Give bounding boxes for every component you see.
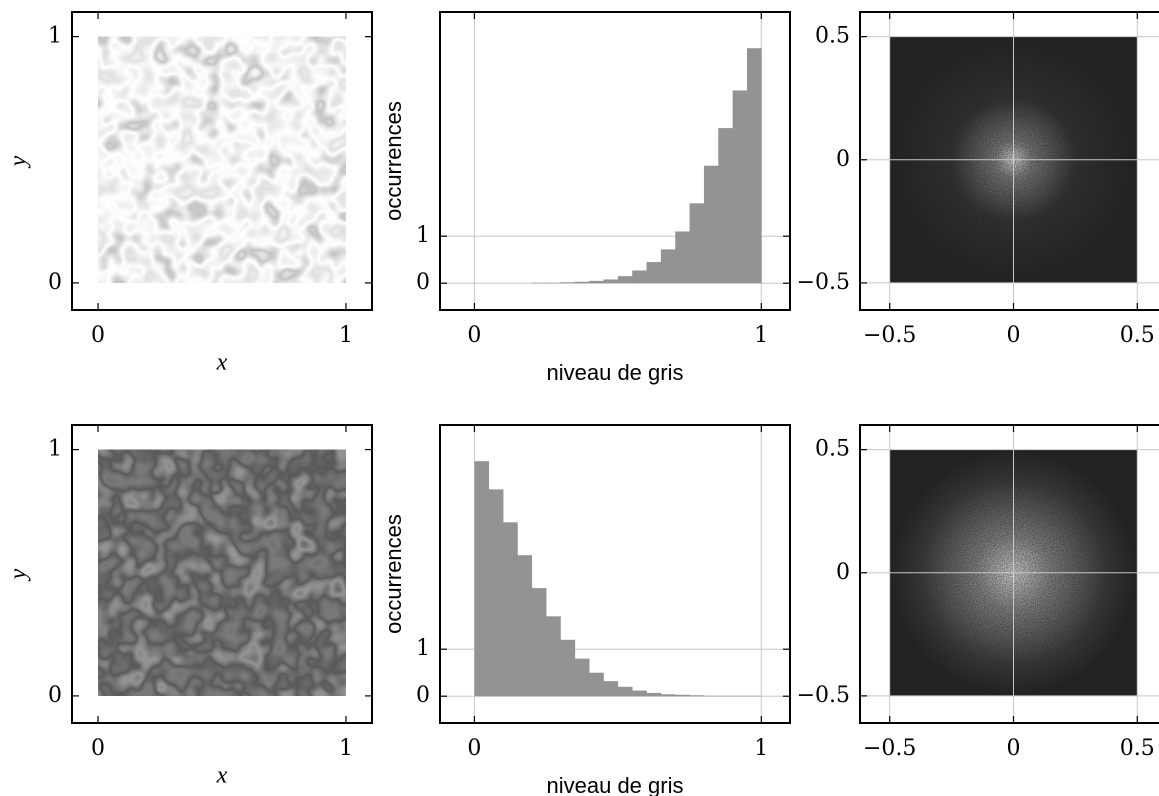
x-axis-label: niveau de gris xyxy=(547,773,684,796)
bar xyxy=(689,695,705,697)
bar xyxy=(703,165,719,284)
x-tick-label: 0 xyxy=(91,736,105,761)
bar xyxy=(632,690,647,697)
image xyxy=(98,449,346,696)
y-tick-label: 0 xyxy=(836,147,850,172)
bar xyxy=(603,279,619,284)
x-tick-label: 1 xyxy=(339,736,353,761)
bar xyxy=(589,280,604,284)
image xyxy=(98,36,346,283)
y-axis-label: occurrences xyxy=(381,514,406,634)
bar xyxy=(718,128,733,284)
y-tick-label: 1 xyxy=(416,223,430,248)
bar xyxy=(646,692,662,697)
y-tick-label: 0 xyxy=(48,683,62,708)
axis-frame xyxy=(71,11,373,311)
x-axis-label: niveau de gris xyxy=(547,360,684,385)
axis-frame xyxy=(71,424,373,724)
y-axis-label: occurrences xyxy=(381,101,406,221)
bar xyxy=(632,270,647,284)
bar xyxy=(503,522,518,697)
x-tick-label: 0 xyxy=(467,736,481,761)
bar xyxy=(546,616,561,697)
x-tick-label: 1 xyxy=(754,736,768,761)
x-tick-label: 0.5 xyxy=(1120,736,1155,761)
bar xyxy=(689,203,705,284)
bar xyxy=(531,588,547,697)
axis-frame xyxy=(439,424,791,724)
y-axis-label: y xyxy=(6,155,32,168)
bar xyxy=(560,282,576,284)
x-tick-label: −0.5 xyxy=(863,323,916,348)
y-tick-label: 1 xyxy=(48,24,62,49)
y-tick-label: 0.5 xyxy=(815,437,850,462)
x-tick-label: 1 xyxy=(339,323,353,348)
bar xyxy=(660,694,676,697)
bar xyxy=(617,276,633,284)
x-tick-label: 1 xyxy=(754,323,768,348)
x-axis-label: x xyxy=(216,763,228,789)
y-tick-label: 1 xyxy=(48,437,62,462)
bar xyxy=(574,281,590,284)
x-tick-label: 0 xyxy=(1007,736,1021,761)
bar xyxy=(603,681,619,697)
bar xyxy=(675,694,690,697)
axis-frame xyxy=(439,11,791,311)
x-tick-label: −0.5 xyxy=(863,736,916,761)
y-tick-label: −0.5 xyxy=(797,683,850,708)
bar xyxy=(517,555,533,697)
bar xyxy=(589,672,604,697)
bar xyxy=(474,461,490,697)
y-tick-label: 0 xyxy=(48,270,62,295)
bar xyxy=(646,262,662,284)
bar xyxy=(660,249,676,284)
bar xyxy=(675,231,690,284)
x-tick-label: 0.5 xyxy=(1120,323,1155,348)
x-tick-label: 0 xyxy=(91,323,105,348)
y-tick-label: 0 xyxy=(416,683,430,708)
bar xyxy=(746,48,762,284)
bar xyxy=(574,658,590,697)
x-tick-label: 0 xyxy=(467,323,481,348)
bar xyxy=(617,686,633,697)
y-tick-label: 0 xyxy=(416,270,430,295)
x-axis-label: x xyxy=(216,350,228,376)
x-tick-label: 0 xyxy=(1007,323,1021,348)
bar xyxy=(488,489,504,697)
y-tick-label: 1 xyxy=(416,636,430,661)
bar xyxy=(560,639,576,697)
y-tick-label: 0.5 xyxy=(815,24,850,49)
y-axis-label: y xyxy=(6,568,32,581)
bar xyxy=(732,90,748,284)
y-tick-label: −0.5 xyxy=(797,270,850,295)
y-tick-label: 0 xyxy=(836,560,850,585)
